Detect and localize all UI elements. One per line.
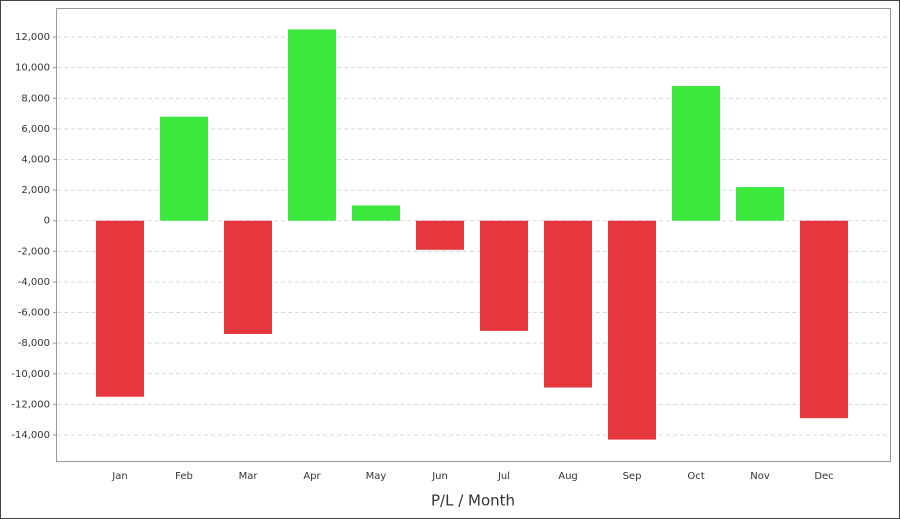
bar [224,220,272,334]
y-tick-label: -2,000 [18,246,50,257]
bar [480,220,528,331]
x-tick-label: Feb [175,471,193,482]
bar [288,29,336,221]
bar [96,220,144,397]
x-axis-label: P/L / Month [431,492,515,510]
bar [736,187,784,221]
x-tick-label: Jan [111,471,127,482]
x-tick-label: Jul [497,471,510,482]
y-tick-label: -8,000 [18,338,50,349]
x-tick-label: Sep [623,471,642,482]
bar [608,220,656,440]
y-tick-label: -6,000 [18,308,50,319]
x-tick-label: Aug [558,471,578,482]
x-tick-label: Apr [303,471,321,482]
y-tick-label: 0 [44,216,50,227]
y-tick-label: -10,000 [11,369,50,380]
bar [544,220,592,388]
x-tick-label: Jun [431,471,448,482]
y-tick-label: 2,000 [21,185,50,196]
y-tick-label: -4,000 [18,277,50,288]
y-tick-label: 8,000 [21,93,50,104]
y-tick-label: 10,000 [15,63,50,74]
x-tick-label: Dec [814,471,833,482]
x-tick-label: Mar [239,471,259,482]
bar [672,86,720,221]
bar [160,116,208,221]
y-tick-label: -12,000 [11,399,50,410]
bar [800,220,848,419]
bar [416,220,464,250]
y-tick-label: -14,000 [11,430,50,441]
plot-area [56,8,891,462]
x-tick-label: Oct [687,471,704,482]
bar [352,205,400,221]
y-tick-label: 6,000 [21,124,50,135]
x-tick-label: Nov [750,471,770,482]
y-tick-label: 12,000 [15,32,50,43]
y-tick-label: 4,000 [21,155,50,166]
x-tick-label: May [366,471,387,482]
